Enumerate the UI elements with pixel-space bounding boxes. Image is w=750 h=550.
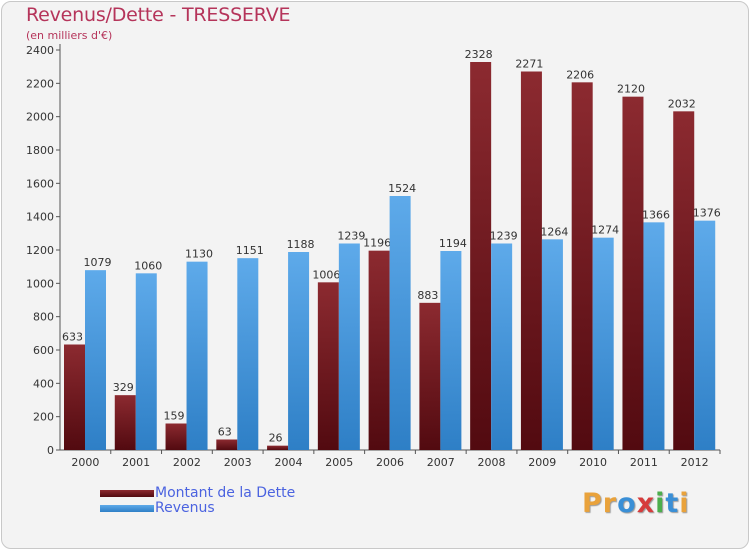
x-tick-label: 2007 bbox=[427, 456, 455, 469]
bar-revenue bbox=[491, 243, 513, 450]
bar-revenue bbox=[694, 220, 716, 450]
bar-debt bbox=[470, 62, 492, 450]
x-tick-label: 2006 bbox=[376, 456, 404, 469]
y-tick-label: 0 bbox=[47, 444, 54, 457]
bar-revenue bbox=[237, 258, 259, 450]
bar-revenue bbox=[338, 243, 360, 450]
data-label-revenue: 1274 bbox=[591, 224, 619, 237]
data-label-revenue: 1079 bbox=[84, 256, 112, 269]
chart-title: Revenus/Dette - TRESSERVE bbox=[26, 4, 291, 26]
bar-revenue bbox=[288, 252, 310, 450]
x-tick-label: 2009 bbox=[528, 456, 556, 469]
legend-swatch-debt bbox=[100, 490, 154, 497]
bar-debt bbox=[622, 96, 644, 451]
logo-letter: x bbox=[636, 488, 656, 519]
data-label-debt: 2328 bbox=[465, 48, 493, 61]
x-tick-label: 2002 bbox=[173, 456, 201, 469]
logo-letter: P bbox=[582, 488, 603, 519]
bar-revenue bbox=[541, 239, 563, 450]
y-tick-label: 1600 bbox=[26, 177, 54, 190]
y-tick-label: 600 bbox=[33, 344, 54, 357]
bar-debt bbox=[673, 111, 695, 450]
logo-letter: t bbox=[665, 488, 680, 519]
data-label-debt: 633 bbox=[62, 331, 83, 344]
bar-debt bbox=[520, 71, 542, 450]
logo-letter: i bbox=[679, 488, 690, 519]
chart-subtitle: (en milliers d'€) bbox=[26, 29, 113, 42]
data-label-debt: 63 bbox=[218, 426, 232, 439]
data-label-debt: 329 bbox=[113, 381, 134, 394]
y-tick-label: 800 bbox=[33, 311, 54, 324]
bar-debt bbox=[64, 344, 85, 450]
data-label-debt: 2271 bbox=[515, 58, 543, 71]
logo-letter: o bbox=[617, 488, 637, 519]
y-tick-label: 1400 bbox=[26, 211, 54, 224]
data-label-debt: 883 bbox=[417, 289, 438, 302]
data-label-revenue: 1060 bbox=[134, 259, 162, 272]
x-tick-label: 2003 bbox=[224, 456, 252, 469]
y-tick-label: 2400 bbox=[26, 44, 54, 57]
data-label-revenue: 1264 bbox=[540, 225, 568, 238]
bar-revenue bbox=[643, 222, 665, 450]
y-tick-label: 2000 bbox=[26, 111, 54, 124]
data-label-debt: 2032 bbox=[668, 97, 696, 110]
data-label-revenue: 1524 bbox=[388, 182, 416, 195]
bar-revenue bbox=[85, 270, 106, 450]
bar-revenue bbox=[389, 196, 411, 450]
bar-debt bbox=[267, 445, 289, 450]
bar-revenue bbox=[440, 251, 462, 450]
bar-debt bbox=[368, 250, 390, 450]
x-tick-label: 2012 bbox=[681, 456, 709, 469]
data-label-revenue: 1188 bbox=[287, 238, 315, 251]
data-label-revenue: 1194 bbox=[439, 237, 467, 250]
data-label-debt: 2206 bbox=[566, 68, 594, 81]
y-tick-label: 2200 bbox=[26, 77, 54, 90]
bar-revenue bbox=[186, 261, 208, 450]
x-tick-label: 2011 bbox=[630, 456, 658, 469]
legend-label-debt: Montant de la Dette bbox=[155, 485, 296, 501]
y-tick-label: 1200 bbox=[26, 244, 54, 257]
data-label-debt: 1196 bbox=[363, 237, 391, 250]
data-label-revenue: 1151 bbox=[236, 244, 264, 257]
logo-letter: i bbox=[655, 488, 666, 519]
bar-revenue bbox=[135, 273, 157, 450]
bar-debt bbox=[571, 82, 593, 450]
y-tick-label: 200 bbox=[33, 411, 54, 424]
x-tick-label: 2010 bbox=[579, 456, 607, 469]
bar-debt bbox=[317, 282, 339, 450]
data-label-revenue: 1376 bbox=[693, 207, 721, 220]
bar-debt bbox=[114, 395, 136, 450]
x-tick-label: 2004 bbox=[274, 456, 302, 469]
bar-debt bbox=[165, 423, 187, 450]
logo-letter: r bbox=[602, 488, 618, 519]
y-tick-label: 1000 bbox=[26, 277, 54, 290]
y-tick-label: 1800 bbox=[26, 144, 54, 157]
x-tick-label: 2005 bbox=[325, 456, 353, 469]
proxiti-logo: Proxiti bbox=[582, 488, 690, 519]
data-label-debt: 159 bbox=[164, 410, 185, 423]
data-label-revenue: 1366 bbox=[642, 208, 670, 221]
x-tick-label: 2008 bbox=[478, 456, 506, 469]
bar-debt bbox=[419, 302, 441, 450]
data-label-revenue: 1239 bbox=[490, 230, 518, 243]
legend-swatch-revenue bbox=[100, 505, 154, 512]
data-label-debt: 1006 bbox=[312, 268, 340, 281]
data-label-debt: 2120 bbox=[617, 83, 645, 96]
x-tick-label: 2000 bbox=[71, 456, 99, 469]
y-tick-label: 400 bbox=[33, 377, 54, 390]
data-label-debt: 26 bbox=[269, 432, 283, 445]
bar-revenue bbox=[592, 237, 614, 450]
data-label-revenue: 1239 bbox=[337, 230, 365, 243]
legend-label-revenue: Revenus bbox=[155, 500, 215, 516]
bar-debt bbox=[216, 439, 238, 450]
data-label-revenue: 1130 bbox=[185, 248, 213, 261]
x-tick-label: 2001 bbox=[122, 456, 150, 469]
